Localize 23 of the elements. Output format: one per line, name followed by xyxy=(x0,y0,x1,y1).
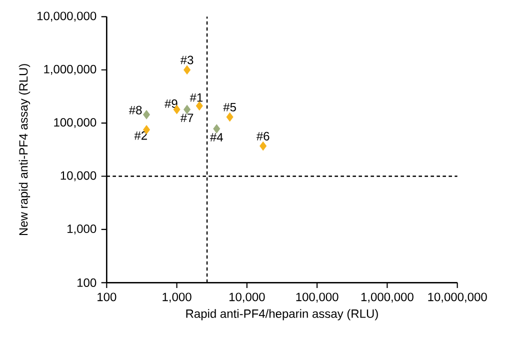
x-tick-label: 100 xyxy=(98,292,116,302)
x-tick-label: 10,000,000 xyxy=(428,292,487,303)
x-axis-title: Rapid anti-PF4/heparin assay (RLU) xyxy=(186,309,378,320)
annotation: #1 xyxy=(190,93,203,102)
annotation: #5 xyxy=(223,103,236,112)
y-tick-label: 100,000 xyxy=(54,118,96,128)
x-tick-label: 1,000 xyxy=(162,292,192,303)
x-tick-label: 100,000 xyxy=(296,292,338,303)
y-tick-label: 10,000,000 xyxy=(37,12,96,22)
annotation: #8 xyxy=(128,106,142,114)
y-tick-label: 100 xyxy=(78,278,96,287)
y-tick-label: 1,000 xyxy=(68,224,96,234)
x-tick-label: 10,000 xyxy=(230,292,265,303)
annotation: #4 xyxy=(210,133,223,142)
annotation: #3 xyxy=(180,56,194,64)
x-tick-label: 1,000,000 xyxy=(361,292,414,303)
y-axis-title: New rapid anti-PF4 assay (RLU) xyxy=(18,64,30,236)
annotation: #7 xyxy=(180,114,194,122)
annotation: #6 xyxy=(256,132,270,140)
annotation: #2 xyxy=(134,131,147,140)
annotation: #9 xyxy=(164,99,178,108)
y-tick-label: 1,000,000 xyxy=(44,64,96,75)
y-tick-label: 10,000 xyxy=(60,171,96,182)
